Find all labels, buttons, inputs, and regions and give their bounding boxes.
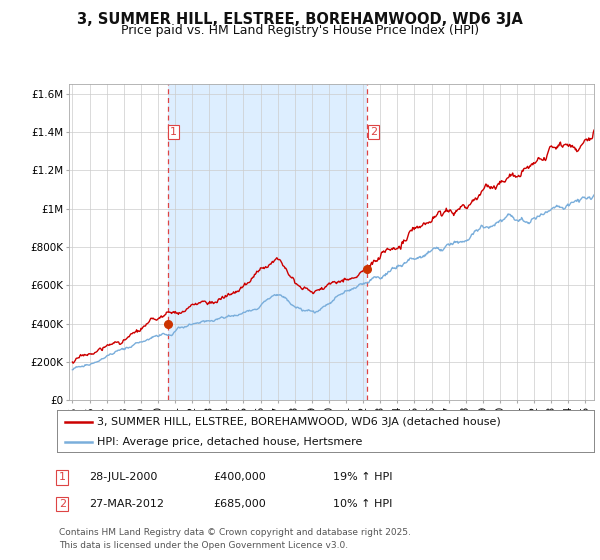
Text: 1: 1 [59,472,66,482]
Text: £685,000: £685,000 [213,499,266,509]
Bar [167,84,367,400]
Text: 2: 2 [370,127,377,137]
Text: Price paid vs. HM Land Registry's House Price Index (HPI): Price paid vs. HM Land Registry's House … [121,24,479,36]
Text: 3, SUMMER HILL, ELSTREE, BOREHAMWOOD, WD6 3JA (detached house): 3, SUMMER HILL, ELSTREE, BOREHAMWOOD, WD… [97,417,501,427]
Text: Contains HM Land Registry data © Crown copyright and database right 2025.
This d: Contains HM Land Registry data © Crown c… [59,529,410,550]
Text: 1: 1 [170,127,177,137]
Text: 19% ↑ HPI: 19% ↑ HPI [333,472,392,482]
Text: £400,000: £400,000 [213,472,266,482]
Text: 3, SUMMER HILL, ELSTREE, BOREHAMWOOD, WD6 3JA: 3, SUMMER HILL, ELSTREE, BOREHAMWOOD, WD… [77,12,523,27]
Text: HPI: Average price, detached house, Hertsmere: HPI: Average price, detached house, Hert… [97,437,362,447]
Text: 10% ↑ HPI: 10% ↑ HPI [333,499,392,509]
Text: 2: 2 [59,499,66,509]
Text: 27-MAR-2012: 27-MAR-2012 [89,499,164,509]
Text: 28-JUL-2000: 28-JUL-2000 [89,472,157,482]
